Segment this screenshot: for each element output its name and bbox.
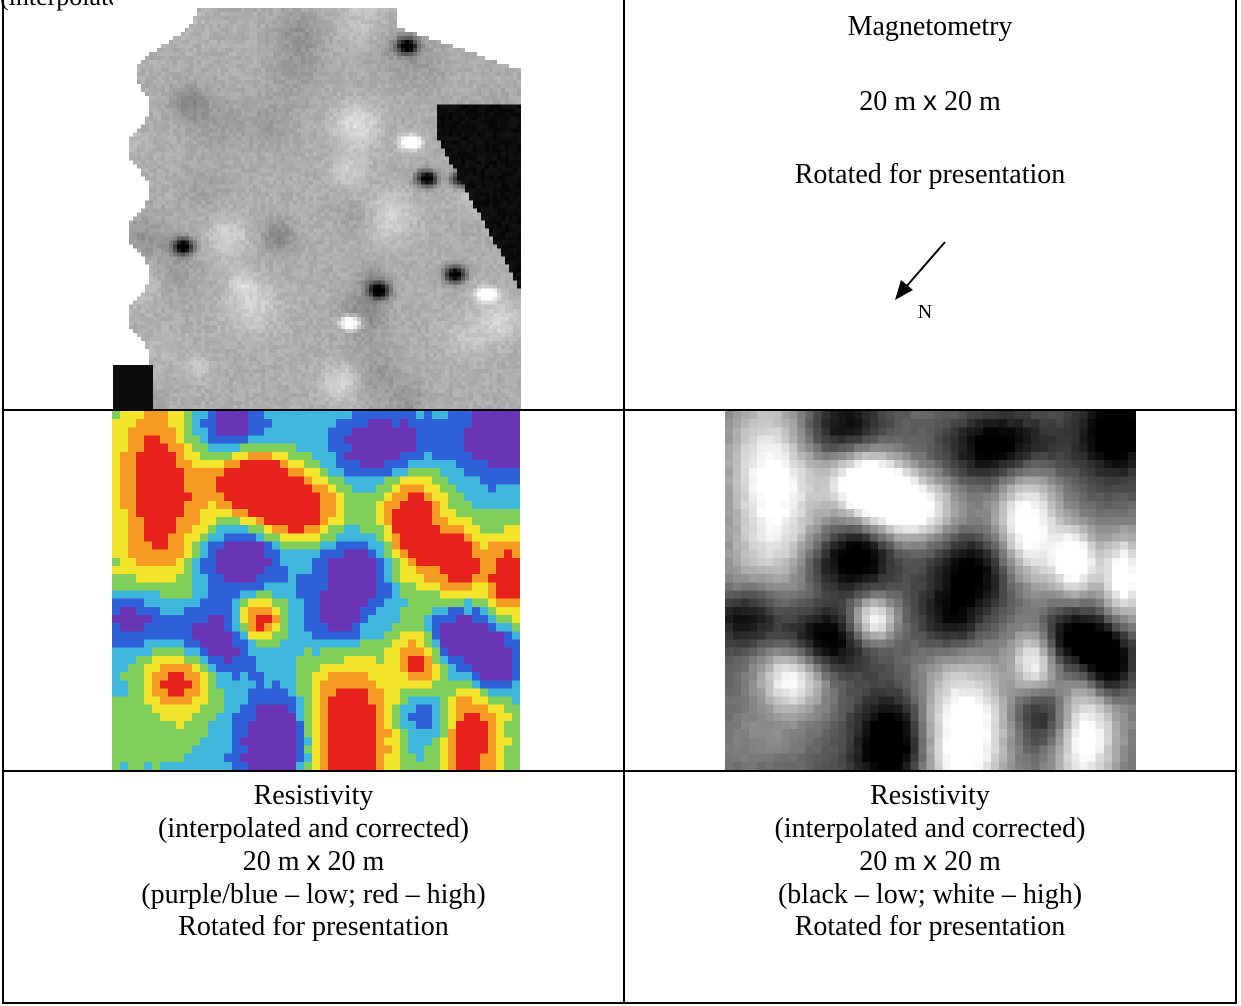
resistivity-color-size: 20 m x 20 m xyxy=(242,845,385,877)
resistivity-color-rotated-note: Rotated for presentation xyxy=(178,911,449,942)
resistivity-gray-rotated-note: Rotated for presentation xyxy=(794,911,1066,942)
resistivity-gray-image xyxy=(725,411,1136,770)
magnetometry-rotated-note: Rotated for presentation xyxy=(794,159,1066,190)
resistivity-color-image xyxy=(112,411,520,770)
column-divider xyxy=(623,0,625,1004)
north-arrow-icon: N xyxy=(895,241,946,323)
north-label: N xyxy=(918,301,932,323)
resistivity-gray-method: (interpolated and corrected) xyxy=(774,812,1086,844)
resistivity-gray-caption-cell: Resistivity (interpolated and corrected)… xyxy=(625,772,1235,1004)
resistivity-color-scale: (purple/blue – low; red – high) xyxy=(141,878,486,910)
row-divider-1 xyxy=(2,409,1237,411)
resistivity-color-title: Resistivity xyxy=(253,780,374,811)
resistivity-gray-scale: (black – low; white – high) xyxy=(777,878,1083,910)
resistivity-color-caption-cell: Resistivity (interpolated and corrected)… xyxy=(4,772,623,1004)
magnetometry-caption-cell: Magnetometry 20 m x 20 m Rotated for pre… xyxy=(625,0,1235,409)
magnetometry-title: Magnetometry xyxy=(847,11,1013,42)
row-divider-2 xyxy=(2,770,1237,772)
magnetometry-size: 20 m x 20 m xyxy=(859,85,1001,117)
resistivity-color-method: (interpolated and corrected) xyxy=(158,812,469,844)
magnetometry-image-cell xyxy=(4,0,623,409)
magnetometry-image xyxy=(113,0,521,409)
resistivity-gray-size: 20 m x 20 m xyxy=(859,845,1001,877)
resistivity-gray-image-cell xyxy=(625,411,1235,770)
resistivity-gray-title: Resistivity xyxy=(870,780,990,811)
resistivity-color-image-cell xyxy=(4,411,623,770)
